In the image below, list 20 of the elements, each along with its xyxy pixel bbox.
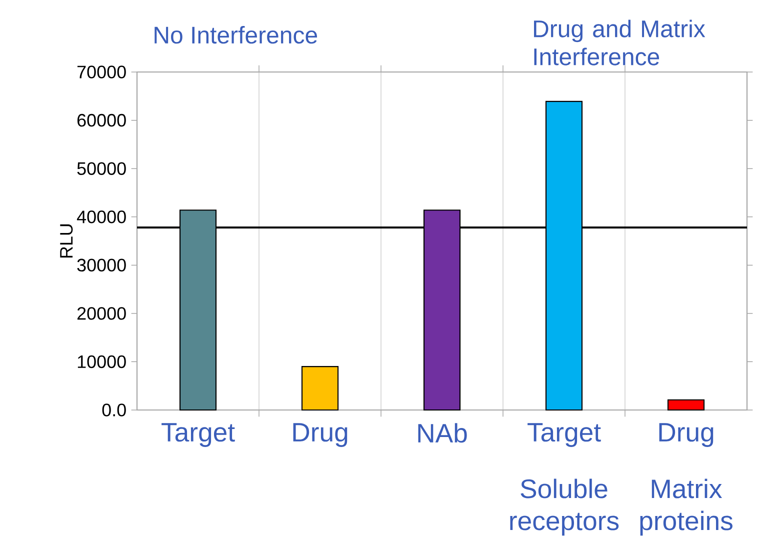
text: Matrix proteins [640,478,732,536]
x-tick-label: NAb [418,423,467,443]
y-tick-label: 40000 [76,210,126,224]
x-tick-label: Target [528,423,601,447]
text: Drug and Matrix Interference [534,20,706,66]
y-tick-label: 70000 [77,66,126,78]
y-tick-label: 30000 [77,258,126,272]
y-tick-label: 60000 [77,114,126,127]
y-tick-label: 20000 [77,307,126,320]
x-tick-label: Drug [293,423,348,447]
text: Soluble receptors [510,478,619,536]
x-tick-label: Drug [659,423,714,447]
y-tick-label: 50000 [77,162,126,175]
text: No Interference [154,26,318,44]
x-tick-label: Target [162,423,235,447]
y-tick-label: 10000 [78,355,126,368]
bar [301,366,339,411]
y-tick-label: 0.0 [102,404,126,416]
bar [667,399,705,411]
y-axis-title: RLU [60,224,73,258]
